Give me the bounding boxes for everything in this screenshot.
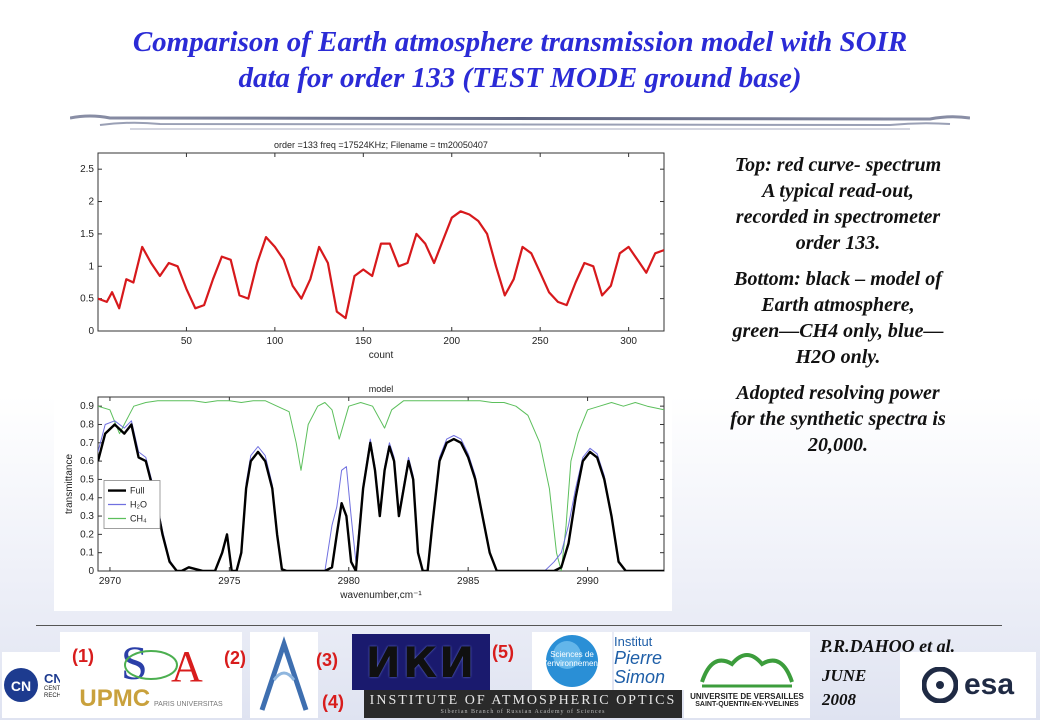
label-3: (3)	[316, 650, 338, 670]
desc-p3-l1: Adopted resolving power	[736, 382, 940, 404]
esa-logo: esa	[900, 652, 1036, 718]
chart-panel: order =133 freq =17524KHz; Filename = tm…	[54, 139, 672, 611]
esa-logo-text: esa	[963, 668, 1015, 701]
desc-p3-l2: for the synthetic spectra is	[730, 408, 946, 430]
y-tick-label: 0.5	[80, 474, 94, 485]
x-axis-label: count	[369, 350, 394, 361]
uvsq-logo: UNIVERSITE DE VERSAILLES SAINT-QUENTIN-E…	[684, 632, 810, 718]
desc-p3-l3: 20,000.	[808, 434, 868, 456]
title-line-2: data for order 133 (TEST MODE ground bas…	[238, 62, 802, 94]
iao-logo-subtext: Siberian Branch of Russian Academy of Sc…	[440, 709, 606, 715]
desc-p1-l3: recorded in spectrometer	[735, 206, 941, 228]
plot-frame	[97, 152, 665, 332]
label-2: (2)	[224, 648, 246, 668]
decorative-divider	[70, 114, 970, 130]
y-tick-label: 2	[88, 197, 94, 208]
y-tick-label: 2.5	[80, 164, 94, 175]
legend-label: Full	[130, 486, 145, 496]
globe-icon	[546, 635, 598, 687]
uvsq-text-1: UNIVERSITE DE VERSAILLES	[690, 692, 804, 701]
desc-p1-l1: Top: red curve- spectrum	[734, 154, 942, 176]
ipsl-text-1: Institut	[614, 634, 653, 649]
esa-emblem-icon	[921, 667, 958, 703]
uvsq-emblem-icon	[700, 653, 794, 688]
y-tick-label: 1	[88, 261, 94, 272]
desc-p2-l2: Earth atmosphere,	[761, 294, 915, 316]
iki-logo: ИКИ	[352, 634, 490, 690]
author-credit: P.R.DAHOO et al.	[820, 636, 956, 656]
sciences-environnement-logo: Sciences de l'environnement	[532, 632, 612, 690]
label-5: (5)	[492, 642, 514, 662]
upmc-logo-text: UPMC	[79, 685, 151, 712]
ipsl-logo: Institut Pierre Simon	[614, 632, 684, 690]
y-tick-label: 0.4	[80, 493, 94, 504]
svg-text:CN: CN	[11, 678, 31, 694]
x-tick-label: 2980	[338, 576, 361, 587]
y-tick-label: 1.5	[80, 229, 94, 240]
desc-p2-l3: green—CH4 only, blue—	[732, 320, 944, 342]
label-4: (4)	[322, 692, 344, 712]
iao-logo-text: INSTITUTE OF ATMOSPHERIC OPTICS	[369, 693, 677, 708]
date-year: 2008	[822, 690, 856, 709]
x-tick-label: 300	[620, 336, 637, 347]
y-tick-label: 0.5	[80, 294, 94, 305]
y-tick-label: 0	[88, 326, 94, 337]
x-tick-label: 2985	[457, 576, 480, 587]
x-tick-label: 2990	[576, 576, 599, 587]
legend-label: CH₄	[130, 514, 147, 524]
y-tick-label: 0.3	[80, 511, 94, 522]
desc-p1-l4: order 133.	[795, 232, 881, 254]
y-tick-label: 0.9	[80, 401, 94, 412]
chart-spectrum-panel: order =133 freq =17524KHz; Filename = tm…	[80, 140, 665, 361]
ipsl-text-2: Pierre	[614, 648, 663, 668]
y-tick-label: 0.7	[80, 438, 94, 449]
x-tick-label: 150	[355, 336, 372, 347]
lambda-emblem-icon	[259, 636, 309, 711]
chart-title: order =133 freq =17524KHz; Filename = tm…	[274, 140, 488, 150]
footer-divider	[36, 625, 1002, 626]
sciences-environnement-text: Sciences de l'environnement	[543, 650, 601, 668]
iao-logo: INSTITUTE OF ATMOSPHERIC OPTICS Siberian…	[364, 690, 682, 718]
x-tick-label: 100	[267, 336, 284, 347]
y-tick-label: 0.1	[80, 548, 94, 559]
svg-text:A: A	[171, 642, 203, 685]
uvsq-text-2: SAINT-QUENTIN-EN-YVELINES	[695, 701, 799, 708]
title-line-1: Comparison of Earth atmosphere transmiss…	[132, 26, 908, 58]
description-paragraph-1: Top: red curve- spectrum A typical read-…	[688, 152, 988, 256]
cnrs-emblem-icon: CN	[4, 668, 38, 702]
date-month: JUNE	[822, 666, 867, 685]
description-paragraph-3: Adopted resolving power for the syntheti…	[688, 380, 988, 458]
y-axis-label: transmittance	[64, 454, 75, 514]
description-paragraph-2: Bottom: black – model of Earth atmospher…	[688, 266, 988, 370]
series-line-spectrum	[98, 210, 664, 320]
y-tick-label: 0	[88, 566, 94, 577]
desc-p2-l1: Bottom: black – model of	[734, 268, 942, 290]
y-tick-label: 0.8	[80, 419, 94, 430]
x-tick-label: 2975	[218, 576, 241, 587]
series-line-full	[98, 423, 664, 571]
label-1: (1)	[72, 646, 94, 666]
lambda-logo	[250, 632, 318, 718]
iki-logo-text: ИКИ	[365, 637, 477, 687]
x-tick-label: 2970	[99, 576, 122, 587]
chart-model-panel: model 0 0.1 0.2 0.3 0.4 0.5 0.6 0.7 0.8 0.9 2970 297…	[64, 384, 665, 601]
sa-emblem-icon: S A	[121, 637, 203, 685]
sa-upmc-logo: S A UPMC PARIS UNIVERSITAS	[60, 632, 242, 718]
chart-title: model	[369, 384, 394, 394]
x-axis-label: wavenumber,cm⁻¹	[339, 590, 422, 601]
upmc-logo-subtext: PARIS UNIVERSITAS	[154, 701, 223, 708]
y-tick-label: 0.2	[80, 529, 94, 540]
y-tick-label: 0.6	[80, 456, 94, 467]
legend-label: H₂O	[130, 500, 147, 510]
x-tick-label: 250	[532, 336, 549, 347]
ipsl-text-3: Simon	[614, 667, 666, 687]
x-tick-label: 50	[181, 336, 193, 347]
desc-p1-l2: A typical read-out,	[762, 180, 914, 202]
desc-p2-l4: H2O only.	[795, 346, 881, 368]
slide-title: Comparison of Earth atmosphere transmiss…	[40, 24, 1000, 96]
chart-figure: order =133 freq =17524KHz; Filename = tm…	[64, 140, 665, 601]
x-tick-label: 200	[443, 336, 460, 347]
description-text: Top: red curve- spectrum A typical read-…	[688, 152, 988, 468]
